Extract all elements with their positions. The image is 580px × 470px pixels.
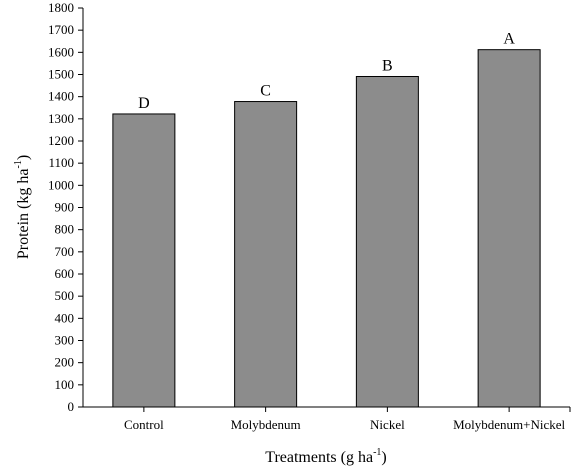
x-axis-title-superscript: -1 xyxy=(373,447,381,458)
y-tick-label: 0 xyxy=(68,399,75,414)
y-tick-label: 900 xyxy=(55,200,75,215)
y-tick-label: 500 xyxy=(55,288,75,303)
x-axis-title: Treatments (g ha-1) xyxy=(265,447,387,466)
bar xyxy=(477,49,541,408)
y-tick-label: 400 xyxy=(55,310,75,325)
bar xyxy=(355,75,419,408)
y-ticks: 0 100 200 300 400 500 600 700 800 900 1000 1100 1200… xyxy=(48,0,83,414)
bar xyxy=(112,113,176,408)
bars xyxy=(112,49,541,408)
y-axis-title: Protein (kg ha-1) xyxy=(13,155,32,259)
x-ticks: Control Molybdenum Nickel Molybdenum+Nickel xyxy=(124,407,571,432)
y-axis-title-text: Protein (kg ha xyxy=(15,169,32,260)
y-tick-label: 1200 xyxy=(48,133,74,148)
significance-letter: B xyxy=(382,57,393,74)
significance-letters: D C B A xyxy=(138,31,515,112)
x-axis-title-text: Treatments (g ha xyxy=(265,449,373,466)
x-tick-label: Molybdenum xyxy=(231,417,301,432)
x-axis-title-close: ) xyxy=(381,449,386,466)
y-tick-label: 1600 xyxy=(48,44,74,59)
y-tick-label: 1300 xyxy=(48,111,74,126)
y-axis-title-superscript: -1 xyxy=(13,160,24,168)
y-tick-label: 1800 xyxy=(48,0,74,15)
x-tick-label: Molybdenum+Nickel xyxy=(453,417,565,432)
y-tick-label: 600 xyxy=(55,266,75,281)
y-tick-label: 1100 xyxy=(48,155,74,170)
significance-letter: D xyxy=(138,95,150,112)
y-tick-label: 800 xyxy=(55,222,75,237)
y-tick-label: 1400 xyxy=(48,89,74,104)
bar xyxy=(234,101,298,408)
y-tick-label: 1500 xyxy=(48,67,74,82)
significance-letter: A xyxy=(503,31,515,48)
significance-letter: C xyxy=(260,83,271,100)
y-tick-label: 700 xyxy=(55,244,75,259)
y-tick-label: 1700 xyxy=(48,22,74,37)
plot-area: 0 100 200 300 400 500 600 700 800 900 1000 1100 1200… xyxy=(48,0,571,432)
y-tick-label: 100 xyxy=(55,377,75,392)
y-tick-label: 1000 xyxy=(48,177,74,192)
y-tick-label: 200 xyxy=(55,355,75,370)
x-tick-label: Control xyxy=(124,417,164,432)
y-axis-title-close: ) xyxy=(15,155,32,160)
y-tick-label: 300 xyxy=(55,333,75,348)
x-tick-label: Nickel xyxy=(370,417,405,432)
